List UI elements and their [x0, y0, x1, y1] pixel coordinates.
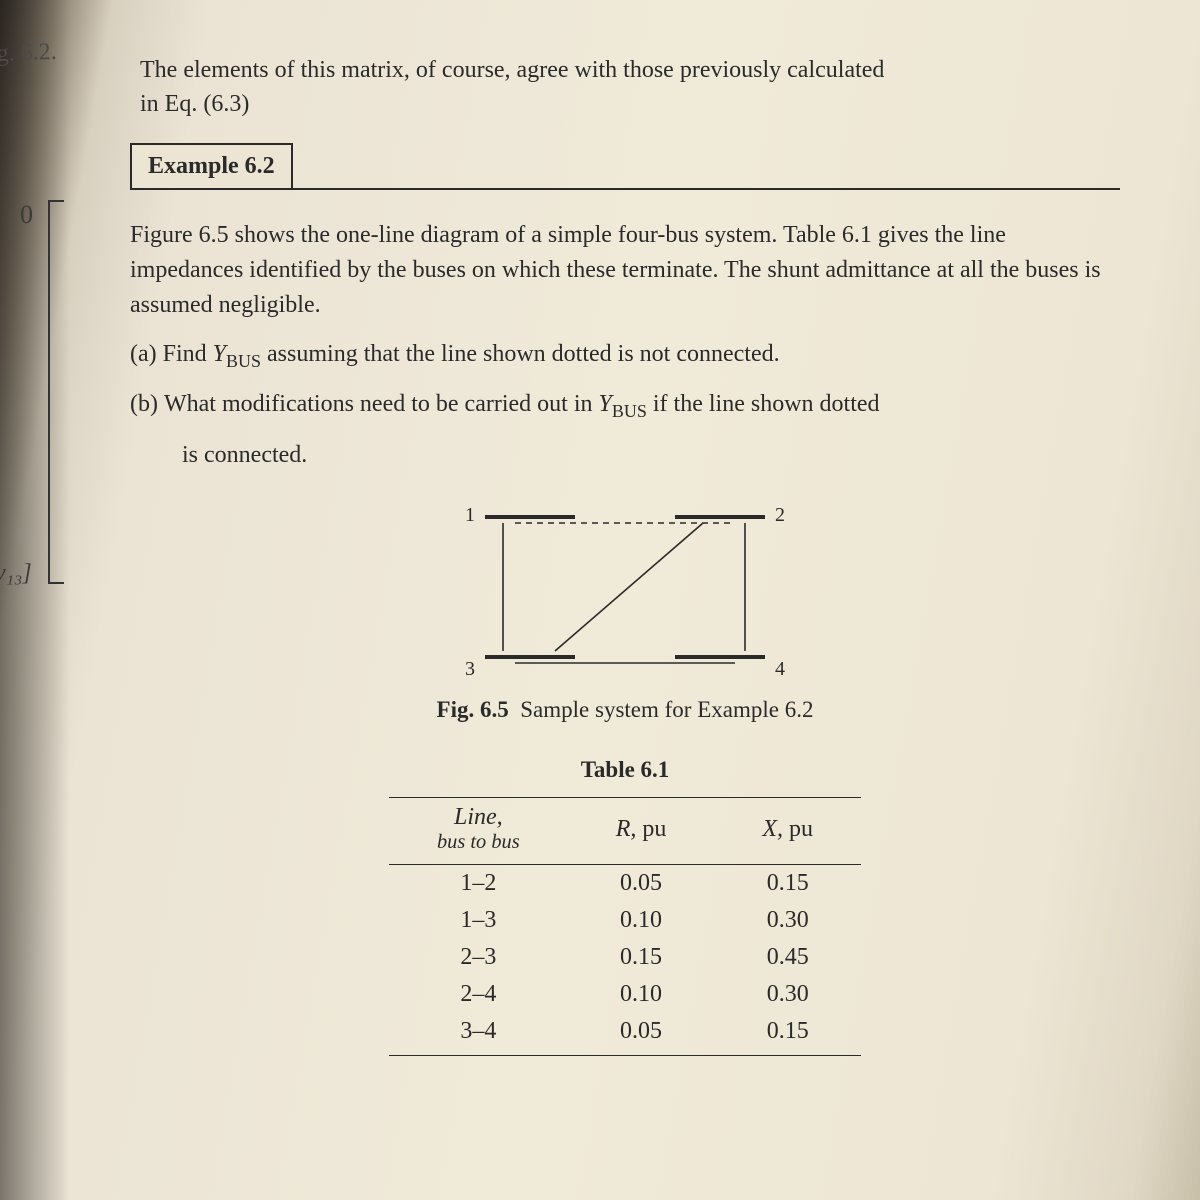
table-cell: 1–3	[389, 902, 568, 939]
table-row: 1–30.100.30	[389, 902, 861, 939]
table-cell: 3–4	[389, 1013, 568, 1056]
col-header: R, pu	[568, 798, 715, 865]
example-label: Example 6.2	[130, 143, 293, 190]
table-cell: 2–3	[389, 939, 568, 976]
figure-6-5: 1 2 3 4 Fig. 6.5 Sample system for Example …	[130, 487, 1120, 723]
table-row: 3–40.050.15	[389, 1013, 861, 1056]
margin-bracket	[48, 200, 64, 584]
margin-fragment-zero: 0	[20, 200, 33, 230]
bus-label-3: 3	[465, 658, 475, 680]
table-row: 2–30.150.45	[389, 939, 861, 976]
bus-diagram-svg: 1 2 3 4	[385, 487, 865, 687]
bus-label-2: 2	[775, 504, 785, 526]
textbook-page: ig. 6.2. 0 y₁₃] The elements of this mat…	[0, 0, 1200, 1096]
table-row: 2–40.100.30	[389, 976, 861, 1013]
col-header: X, pu	[714, 798, 861, 865]
margin-fragment-top: ig. 6.2.	[0, 39, 57, 68]
example-rule	[130, 188, 1120, 190]
table-cell: 2–4	[389, 976, 568, 1013]
problem-statement: Figure 6.5 shows the one-line diagram of…	[130, 218, 1120, 322]
table-cell: 0.10	[568, 902, 715, 939]
intro-paragraph: The elements of this matrix, of course, …	[130, 54, 1120, 121]
table-cell: 0.15	[714, 1013, 861, 1056]
table-cell: 0.15	[568, 939, 715, 976]
example-heading: Example 6.2	[130, 143, 1120, 192]
item-b: (b) What modifications need to be carrie…	[130, 387, 1120, 424]
table-cell: 0.15	[714, 865, 861, 903]
bus-label-1: 1	[465, 504, 475, 526]
table-cell: 0.30	[714, 976, 861, 1013]
bus-label-4: 4	[775, 658, 785, 680]
table-cell: 1–2	[389, 865, 568, 903]
table-cell: 0.45	[714, 939, 861, 976]
table-cell: 0.05	[568, 1013, 715, 1056]
impedance-table: Line,bus to busR, puX, pu 1–20.050.151–3…	[389, 797, 861, 1056]
table-title: Table 6.1	[130, 757, 1120, 783]
edge-2-3	[555, 523, 703, 651]
item-a: (a) Find YBUS assuming that the line sho…	[130, 337, 1120, 374]
table-cell: 0.05	[568, 865, 715, 903]
margin-fragment-y13: y₁₃]	[0, 560, 32, 587]
figure-caption: Fig. 6.5 Sample system for Example 6.2	[130, 697, 1120, 723]
col-header: Line,bus to bus	[389, 798, 568, 865]
item-b-cont: is connected.	[130, 438, 1120, 473]
table-cell: 0.10	[568, 976, 715, 1013]
table-row: 1–20.050.15	[389, 865, 861, 903]
table-cell: 0.30	[714, 902, 861, 939]
